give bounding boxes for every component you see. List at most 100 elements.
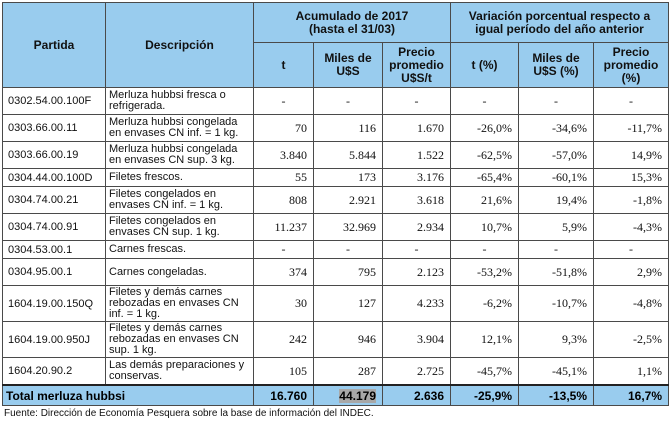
cell-t: 242 xyxy=(253,321,314,358)
cell-t-pct: -26,0% xyxy=(450,114,519,142)
cell-descripcion: Las demás preparaciones y conservas. xyxy=(105,357,254,386)
cell-precio: - xyxy=(382,240,451,259)
cell-miles: 127 xyxy=(313,285,383,322)
cell-precio-pct: 15,3% xyxy=(593,168,669,187)
cell-partida: 0302.54.00.100F xyxy=(2,87,106,115)
cell-t-pct: 21,6% xyxy=(450,186,519,214)
header-partida: Partida xyxy=(2,2,106,88)
cell-miles-pct: -57,0% xyxy=(518,141,594,169)
cell-precio-pct: -4,3% xyxy=(593,213,669,241)
cell-miles: 2.921 xyxy=(313,186,383,214)
cell-miles: 287 xyxy=(313,357,383,386)
cell-descripcion: Merluza hubbsi congelada en envases CN s… xyxy=(105,141,254,169)
cell-descripcion: Carnes congeladas. xyxy=(105,258,254,286)
cell-miles: - xyxy=(313,240,383,259)
table-row: 0304.95.00.1 Carnes congeladas. 374 795 … xyxy=(2,258,669,286)
total-label: Total merluza hubbsi xyxy=(2,384,254,406)
total-miles-pct: -13,5% xyxy=(518,384,594,406)
cell-descripcion: Merluza hubbsi congelada en envases CN i… xyxy=(105,114,254,142)
cell-miles-pct: -10,7% xyxy=(518,285,594,322)
cell-t: 105 xyxy=(253,357,314,386)
cell-precio-pct: 1,1% xyxy=(593,357,669,386)
cell-t: 55 xyxy=(253,168,314,187)
total-miles: 44.179 xyxy=(313,384,383,406)
cell-precio-pct: -2,5% xyxy=(593,321,669,358)
cell-descripcion: Filetes congelados en envases CN sup. 1 … xyxy=(105,213,254,241)
cell-precio: 2.934 xyxy=(382,213,451,241)
cell-precio-pct: -1,8% xyxy=(593,186,669,214)
table-row: 1604.20.90.2 Las demás preparaciones y c… xyxy=(2,357,669,386)
cell-precio: 2.123 xyxy=(382,258,451,286)
cell-partida: 0304.95.00.1 xyxy=(2,258,106,286)
cell-t-pct: 12,1% xyxy=(450,321,519,358)
cell-miles-pct: 9,3% xyxy=(518,321,594,358)
cell-precio-pct: 2,9% xyxy=(593,258,669,286)
header-miles: Miles de U$S xyxy=(313,42,383,88)
table-row: 0302.54.00.100F Merluza hubbsi fresca o … xyxy=(2,87,669,115)
cell-miles-pct: 5,9% xyxy=(518,213,594,241)
cell-miles: - xyxy=(313,87,383,115)
cell-t: 808 xyxy=(253,186,314,214)
header-t: t xyxy=(253,42,314,88)
cell-precio-pct: - xyxy=(593,240,669,259)
cell-t-pct: -65,4% xyxy=(450,168,519,187)
cell-descripcion: Filetes y demás carnes rebozadas en enva… xyxy=(105,285,254,322)
cell-t: - xyxy=(253,240,314,259)
cell-miles-pct: 19,4% xyxy=(518,186,594,214)
table-row: 1604.19.00.150Q Filetes y demás carnes r… xyxy=(2,285,669,322)
cell-precio: - xyxy=(382,87,451,115)
cell-precio: 1.522 xyxy=(382,141,451,169)
table-body: 0302.54.00.100F Merluza hubbsi fresca o … xyxy=(2,87,669,386)
table-row: 0303.66.00.11 Merluza hubbsi congelada e… xyxy=(2,114,669,142)
cell-miles-pct: -51,8% xyxy=(518,258,594,286)
cell-t-pct: -45,7% xyxy=(450,357,519,386)
cell-t-pct: 10,7% xyxy=(450,213,519,241)
cell-miles: 795 xyxy=(313,258,383,286)
cell-t-pct: -62,5% xyxy=(450,141,519,169)
cell-descripcion: Filetes congelados en envases CN inf. = … xyxy=(105,186,254,214)
cell-miles: 5.844 xyxy=(313,141,383,169)
cell-miles: 946 xyxy=(313,321,383,358)
cell-precio: 3.904 xyxy=(382,321,451,358)
cell-partida: 0304.53.00.1 xyxy=(2,240,106,259)
header-precio: Precio promedio U$S/t xyxy=(382,42,451,88)
cell-precio: 1.670 xyxy=(382,114,451,142)
cell-partida: 0304.74.00.21 xyxy=(2,186,106,214)
cell-miles-pct: - xyxy=(518,240,594,259)
cell-t: 70 xyxy=(253,114,314,142)
table-header: Partida Descripción Acumulado de 2017 (h… xyxy=(2,2,669,88)
total-t-pct: -25,9% xyxy=(450,384,519,406)
table-footer: Total merluza hubbsi 16.760 44.179 2.636… xyxy=(2,384,669,406)
header-miles-pct: Miles de U$S (%) xyxy=(518,42,594,88)
cell-partida: 0303.66.00.11 xyxy=(2,114,106,142)
cell-t-pct: -53,2% xyxy=(450,258,519,286)
table-row: 1604.19.00.950J Filetes y demás carnes r… xyxy=(2,321,669,358)
cell-descripcion: Carnes frescas. xyxy=(105,240,254,259)
cell-miles-pct: -45,1% xyxy=(518,357,594,386)
header-precio-pct: Precio promedio (%) xyxy=(593,42,669,88)
cell-t: - xyxy=(253,87,314,115)
cell-t-pct: - xyxy=(450,87,519,115)
cell-miles: 116 xyxy=(313,114,383,142)
cell-miles-pct: -34,6% xyxy=(518,114,594,142)
header-t-pct: t (%) xyxy=(450,42,519,88)
total-miles-highlight: 44.179 xyxy=(339,388,376,403)
table-row: 0304.53.00.1 Carnes frescas. - - - - - - xyxy=(2,240,669,259)
cell-precio: 3.176 xyxy=(382,168,451,187)
cell-descripcion: Filetes y demás carnes rebozadas en enva… xyxy=(105,321,254,358)
cell-miles-pct: - xyxy=(518,87,594,115)
cell-precio: 4.233 xyxy=(382,285,451,322)
cell-partida: 0303.66.00.19 xyxy=(2,141,106,169)
total-precio: 2.636 xyxy=(382,384,451,406)
table-row: 0304.44.00.100D Filetes frescos. 55 173 … xyxy=(2,168,669,187)
cell-t: 30 xyxy=(253,285,314,322)
cell-miles-pct: -60,1% xyxy=(518,168,594,187)
cell-precio: 3.618 xyxy=(382,186,451,214)
cell-precio-pct: - xyxy=(593,87,669,115)
cell-t-pct: - xyxy=(450,240,519,259)
cell-precio: 2.725 xyxy=(382,357,451,386)
cell-t: 3.840 xyxy=(253,141,314,169)
table-row: 0304.74.00.21 Filetes congelados en enva… xyxy=(2,186,669,214)
total-precio-pct: 16,7% xyxy=(593,384,669,406)
cell-t: 11.237 xyxy=(253,213,314,241)
